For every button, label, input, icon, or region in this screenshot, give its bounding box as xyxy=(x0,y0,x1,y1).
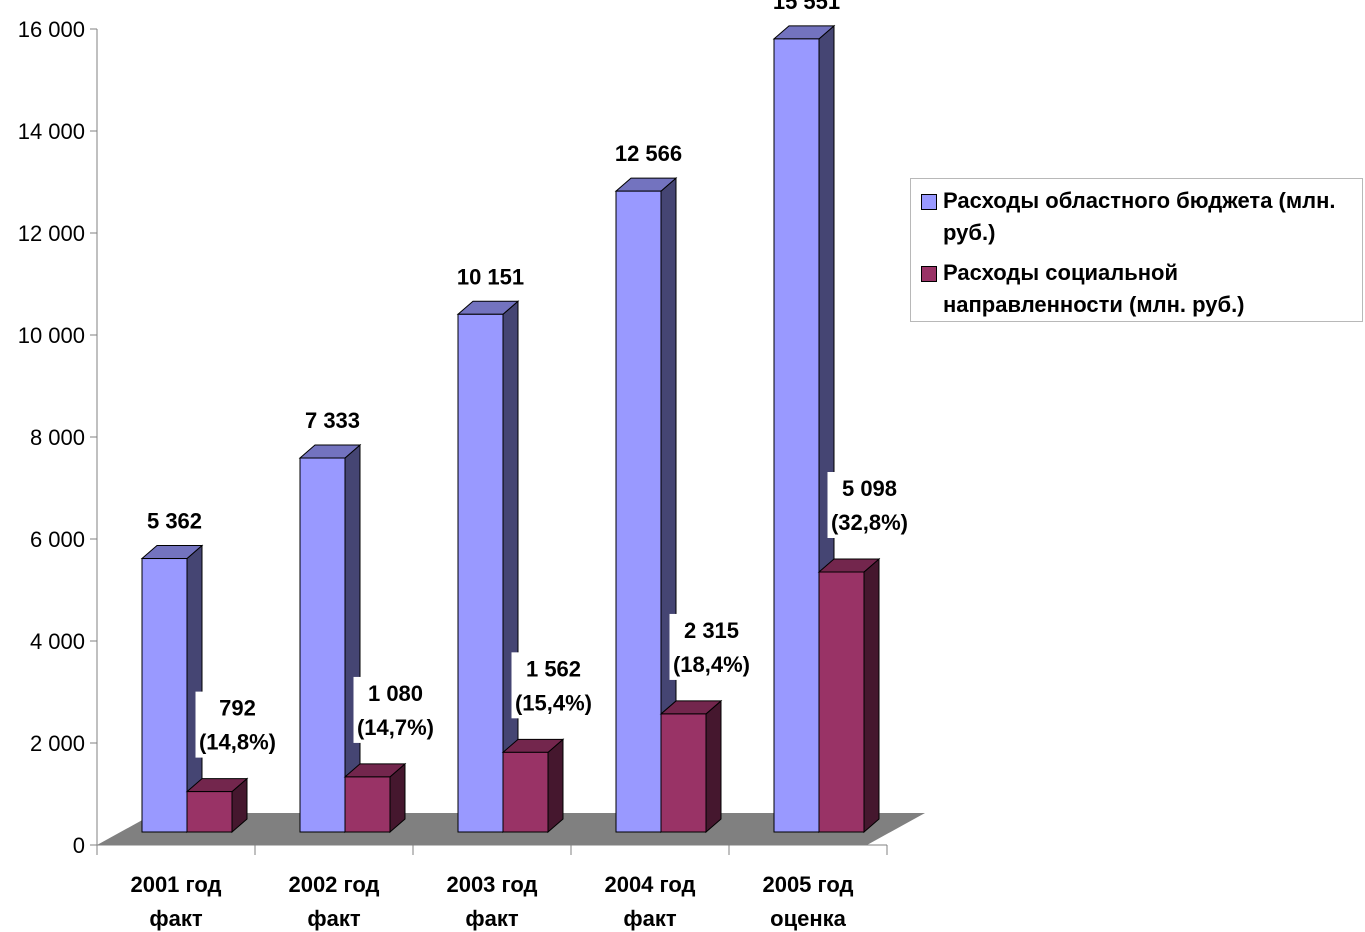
data-label-bg xyxy=(827,472,912,539)
y-tick-label: 8 000 xyxy=(30,425,85,450)
y-tick-label: 14 000 xyxy=(18,119,85,144)
data-label-budget: 15 551 xyxy=(773,0,840,14)
legend: Расходы областного бюджета (млн. руб.) Р… xyxy=(910,178,1363,322)
data-label-bg xyxy=(511,652,596,719)
data-label-bg xyxy=(669,613,754,680)
y-tick-label: 0 xyxy=(73,833,85,858)
data-label-budget: 12 566 xyxy=(615,141,682,166)
legend-swatch-social xyxy=(921,266,937,282)
data-label-social: 1 080 (14,7%) xyxy=(357,681,434,740)
legend-swatch-budget xyxy=(921,194,937,210)
data-label-social: 1 562 (15,4%) xyxy=(515,656,592,715)
data-label-budget: 5 362 xyxy=(147,509,202,534)
y-tick-label: 6 000 xyxy=(30,527,85,552)
bar-budget xyxy=(614,177,678,834)
bar-social xyxy=(343,762,407,834)
bar-social xyxy=(185,777,249,834)
legend-label-social: Расходы социальной направленности (млн. … xyxy=(943,260,1245,317)
data-label-budget: 10 151 xyxy=(457,264,524,289)
y-tick-label: 2 000 xyxy=(30,731,85,756)
legend-label-budget: Расходы областного бюджета (млн. руб.) xyxy=(943,188,1336,245)
y-tick-label: 4 000 xyxy=(30,629,85,654)
data-label-social: 792 (14,8%) xyxy=(199,696,276,755)
x-tick-label: 2001 год факт xyxy=(130,872,221,931)
x-tick-label: 2003 год факт xyxy=(446,872,537,931)
x-tick-label: 2002 год факт xyxy=(288,872,379,931)
y-tick-label: 16 000 xyxy=(18,17,85,42)
data-label-bg xyxy=(195,691,280,758)
x-tick-label: 2004 год факт xyxy=(604,872,695,931)
bar-social xyxy=(659,699,723,834)
data-label-social: 5 098 (32,8%) xyxy=(831,476,908,535)
y-tick-label: 12 000 xyxy=(18,221,85,246)
bar-budget xyxy=(140,544,204,834)
data-label-budget: 7 333 xyxy=(305,408,360,433)
bar-budget xyxy=(298,443,362,834)
data-label-social: 2 315 (18,4%) xyxy=(673,618,750,677)
x-tick-label: 2005 год оценка xyxy=(762,872,853,931)
bar-social xyxy=(817,557,881,834)
data-label-bg xyxy=(353,676,438,743)
bar-social xyxy=(501,738,565,834)
y-tick-label: 10 000 xyxy=(18,323,85,348)
